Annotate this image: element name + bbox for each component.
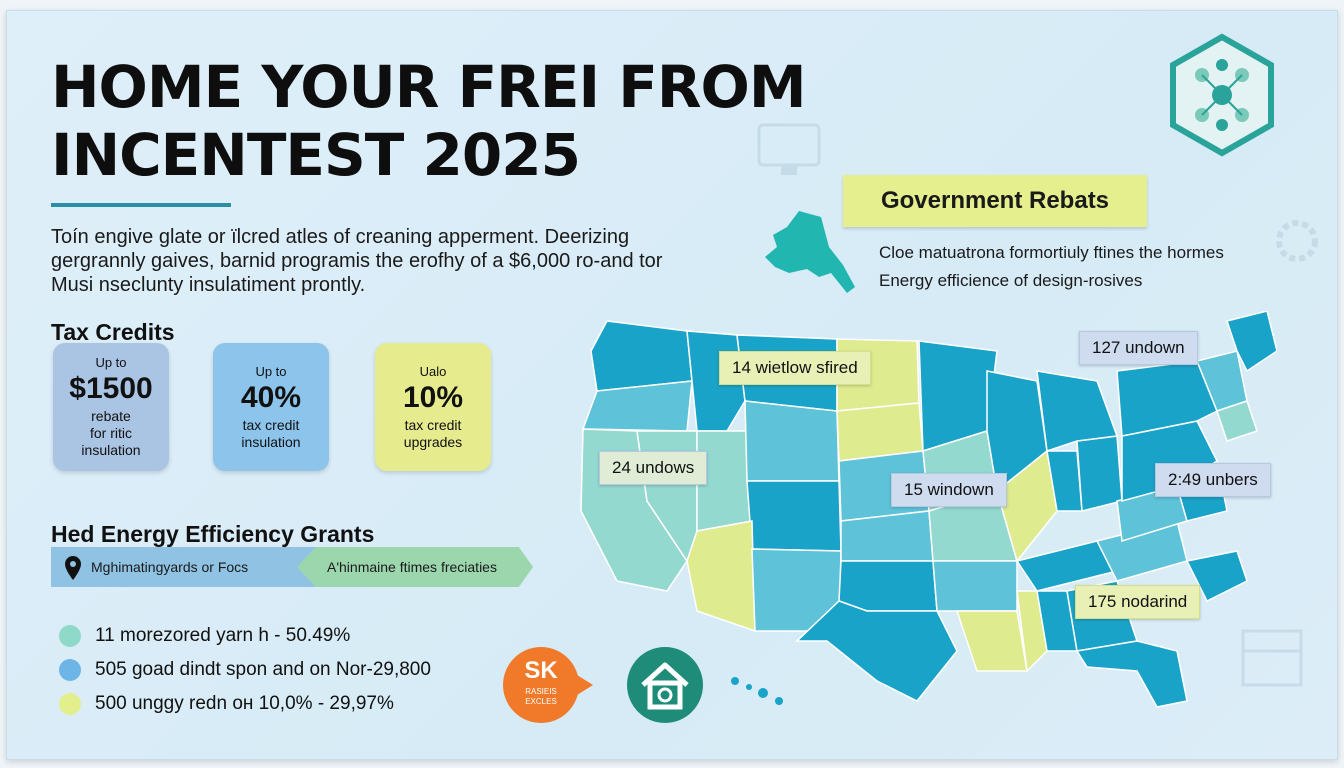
credit-prefix: Up to [95, 355, 127, 370]
credit-amount: $1500 [69, 372, 153, 405]
intro-line: gergrannly gaives, barnid programis the … [51, 250, 663, 272]
badge-subtext: RASIEIS [525, 687, 557, 696]
gov-line: Cloe matuatrona formortiuly ftines the h… [879, 243, 1224, 262]
map-callout: 175 nodarind [1075, 585, 1201, 619]
building-icon [1241, 629, 1303, 687]
map-callout: 24 undows [599, 451, 708, 485]
alaska-map-icon [765, 211, 855, 293]
title-line-2: INCENTEST 2025 [51, 121, 581, 189]
credit-prefix: Ualo [419, 363, 447, 379]
government-description: Cloe matuatrona formortiuly ftines the h… [879, 239, 1309, 295]
intro-paragraph: Toín engive glate or ïlcred atles of cre… [51, 225, 711, 297]
home-energy-icon [627, 647, 703, 723]
us-map [580, 311, 1277, 708]
network-hexagon-logo [1170, 33, 1274, 157]
credit-desc: for ritic [90, 425, 132, 441]
map-pin-icon [65, 556, 81, 580]
intro-line: Musi nseclunty insulatiment prontly. [51, 274, 366, 296]
credit-desc: tax credit [242, 416, 300, 433]
credit-desc: upgrades [403, 433, 463, 450]
credit-amount: 10% [402, 380, 464, 414]
legend-label: 500 unggy redn он 10,0% - 29,97% [95, 693, 394, 714]
legend-dot [59, 693, 81, 715]
gov-line: Energy efficience of design-rosives [879, 271, 1143, 290]
grant-ribbon-right: A'hinmaine ftimes freciaties [297, 547, 533, 587]
tax-credits-heading: Tax Credits [51, 319, 175, 345]
legend-item: 11 morezored yarn h - 50.49% [59, 625, 350, 647]
badge-text: SK [524, 657, 558, 684]
tax-credit-card: Ualo 10% tax credit upgrades [375, 343, 491, 471]
credit-amount: 40% [240, 380, 302, 414]
credit-prefix: Up to [255, 363, 287, 379]
badge-subtext: EXCLES [525, 697, 557, 706]
map-callout: 14 wietlow sfired [719, 351, 871, 385]
tax-credit-card: Up to 40% tax credit insulation [213, 343, 329, 471]
intro-line: Toín engive glate or ïlcred atles of cre… [51, 226, 630, 248]
legend-label: 505 goad dindt spon and on Nor-29,800 [95, 659, 431, 680]
title-line-1: HOME YOUR FREI FROM [51, 53, 807, 121]
savings-badge: SK RASIEIS EXCLES [501, 645, 597, 730]
credit-desc: insulation [241, 433, 301, 450]
credit-desc: insulation [81, 442, 141, 458]
ribbon-label: Mghimatingyards or Focs [91, 559, 249, 575]
map-callout: 2:49 unbers [1155, 463, 1271, 497]
ribbon-label: A'hinmaine ftimes freciaties [327, 559, 497, 575]
credit-desc: tax credit [404, 416, 462, 433]
page-title: HOME YOUR FREI FROM INCENTEST 2025 [51, 53, 931, 189]
map-callout: 15 windown [891, 473, 1007, 507]
tax-credit-card: Up to $1500 rebate for ritic insulation [53, 343, 169, 471]
legend-item: 505 goad dindt spon and on Nor-29,800 [59, 659, 431, 681]
legend-item: 500 unggy redn он 10,0% - 29,97% [59, 693, 394, 715]
credit-desc: rebate [91, 408, 131, 424]
legend-dot [59, 659, 81, 681]
monitor-icon [757, 123, 821, 175]
grant-ribbon-left: Mghimatingyards or Focs [51, 547, 321, 587]
government-rebates-tab: Government Rebats [843, 175, 1147, 227]
grants-heading: Hed Energy Efficiency Grants [51, 521, 375, 547]
infographic-card: HOME YOUR FREI FROM INCENTEST 2025 Toín … [6, 10, 1338, 760]
title-underline [51, 203, 231, 207]
legend-label: 11 morezored yarn h - 50.49% [95, 625, 351, 646]
legend-dot [59, 625, 81, 647]
gear-icon [1276, 220, 1318, 262]
map-callout: 127 undown [1079, 331, 1198, 365]
